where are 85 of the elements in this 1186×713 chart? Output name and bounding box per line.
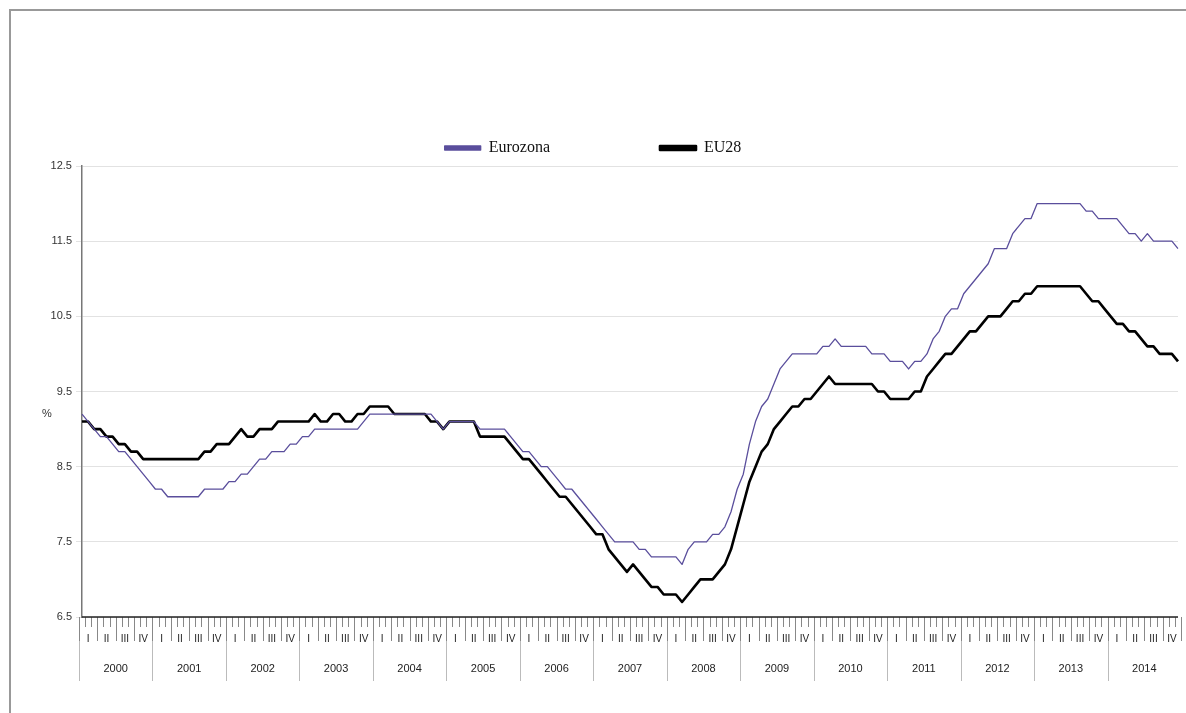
x-tick-label: III (1002, 632, 1011, 644)
text: 2014 (1132, 662, 1157, 675)
text: 2000 (103, 662, 128, 675)
y-axis-title: % (42, 406, 52, 419)
x-tick-label: III (120, 632, 130, 644)
text: 2008 (691, 662, 716, 675)
x-tick-label: II (397, 632, 404, 644)
x-tick-label: I (968, 632, 972, 644)
x-tick-label: IV (285, 632, 296, 644)
x-tick-label: III (488, 632, 497, 644)
x-tick-label: II (691, 632, 698, 644)
y-tick-label: 10.5 (50, 309, 72, 322)
x-tick-label: I (1115, 632, 1119, 644)
text: 2003 (323, 662, 349, 675)
text: 2005 (470, 662, 496, 675)
x-tick-label: IV (873, 632, 884, 644)
x-tick-label: IV (1093, 632, 1104, 644)
text: 2009 (764, 662, 790, 675)
x-tick-label: IV (946, 632, 957, 644)
x-tick-label: IV (138, 632, 149, 644)
y-tick-label: 7.5 (56, 534, 72, 547)
legend-label: Eurozona (488, 138, 550, 156)
x-tick-label: I (86, 632, 90, 644)
x-tick-label: III (561, 632, 570, 644)
x-tick-label: II (764, 632, 771, 644)
x-tick-label: II (985, 632, 991, 644)
x-tick-label: IV (358, 632, 369, 644)
text: 2010 (838, 662, 863, 675)
x-tick-label: I (894, 632, 898, 644)
x-tick-label: I (307, 632, 310, 644)
x-tick-label: IV (1020, 632, 1030, 644)
x-tick-label: II (618, 632, 624, 644)
y-tick-label: 12.5 (50, 159, 72, 172)
x-tick-label: II (250, 632, 257, 644)
x-tick-label: II (838, 632, 845, 644)
x-tick-label: I (821, 632, 825, 644)
x-tick-label: I (527, 632, 531, 644)
x-tick-label: II (103, 632, 110, 644)
y-tick-label: 8.5 (56, 459, 72, 472)
x-tick-label: III (414, 632, 423, 644)
y-tick-label: 11.5 (51, 234, 72, 247)
x-tick-label: II (471, 632, 477, 644)
x-tick-label: IV (799, 632, 810, 644)
x-tick-label: IV (1167, 632, 1177, 644)
legend-label: EU28 (703, 138, 742, 156)
x-tick-label: I (380, 632, 384, 644)
text: 2006 (544, 662, 569, 675)
x-tick-label: III (635, 632, 644, 644)
text: 2013 (1058, 662, 1084, 675)
x-tick-label: II (911, 632, 918, 644)
text: 2012 (985, 662, 1010, 675)
x-tick-label: IV (505, 632, 516, 644)
x-tick-label: I (748, 632, 751, 644)
x-tick-label: II (1132, 632, 1138, 644)
x-tick-label: IV (579, 632, 590, 644)
x-tick-label: III (1075, 632, 1085, 644)
x-tick-label: IV (432, 632, 443, 644)
y-tick-label: 6.5 (56, 610, 72, 623)
x-tick-label: III (855, 632, 864, 644)
x-tick-label: IV (652, 632, 663, 644)
x-tick-label: III (1149, 632, 1158, 644)
x-tick-label: II (544, 632, 551, 644)
x-tick-label: IV (726, 632, 737, 644)
x-tick-label: II (324, 632, 330, 644)
x-tick-label: I (601, 632, 604, 644)
x-tick-label: IV (211, 632, 222, 644)
x-tick-label: III (708, 632, 717, 644)
text: 2001 (176, 662, 202, 675)
text: 2007 (617, 662, 643, 675)
x-tick-label: III (194, 632, 203, 644)
x-tick-label: II (1058, 632, 1065, 644)
x-tick-label: I (674, 632, 678, 644)
x-tick-label: III (928, 632, 938, 644)
text: 2002 (250, 662, 275, 675)
x-tick-label: I (233, 632, 237, 644)
x-tick-label: III (781, 632, 791, 644)
x-tick-label: I (160, 632, 163, 644)
text: 2011 (912, 662, 936, 675)
y-tick-label: 9.5 (56, 384, 72, 397)
x-tick-label: II (177, 632, 183, 644)
x-tick-label: III (267, 632, 276, 644)
x-tick-label: I (454, 632, 457, 644)
text: 2004 (397, 662, 422, 675)
x-tick-label: I (1041, 632, 1045, 644)
x-tick-label: III (341, 632, 350, 644)
